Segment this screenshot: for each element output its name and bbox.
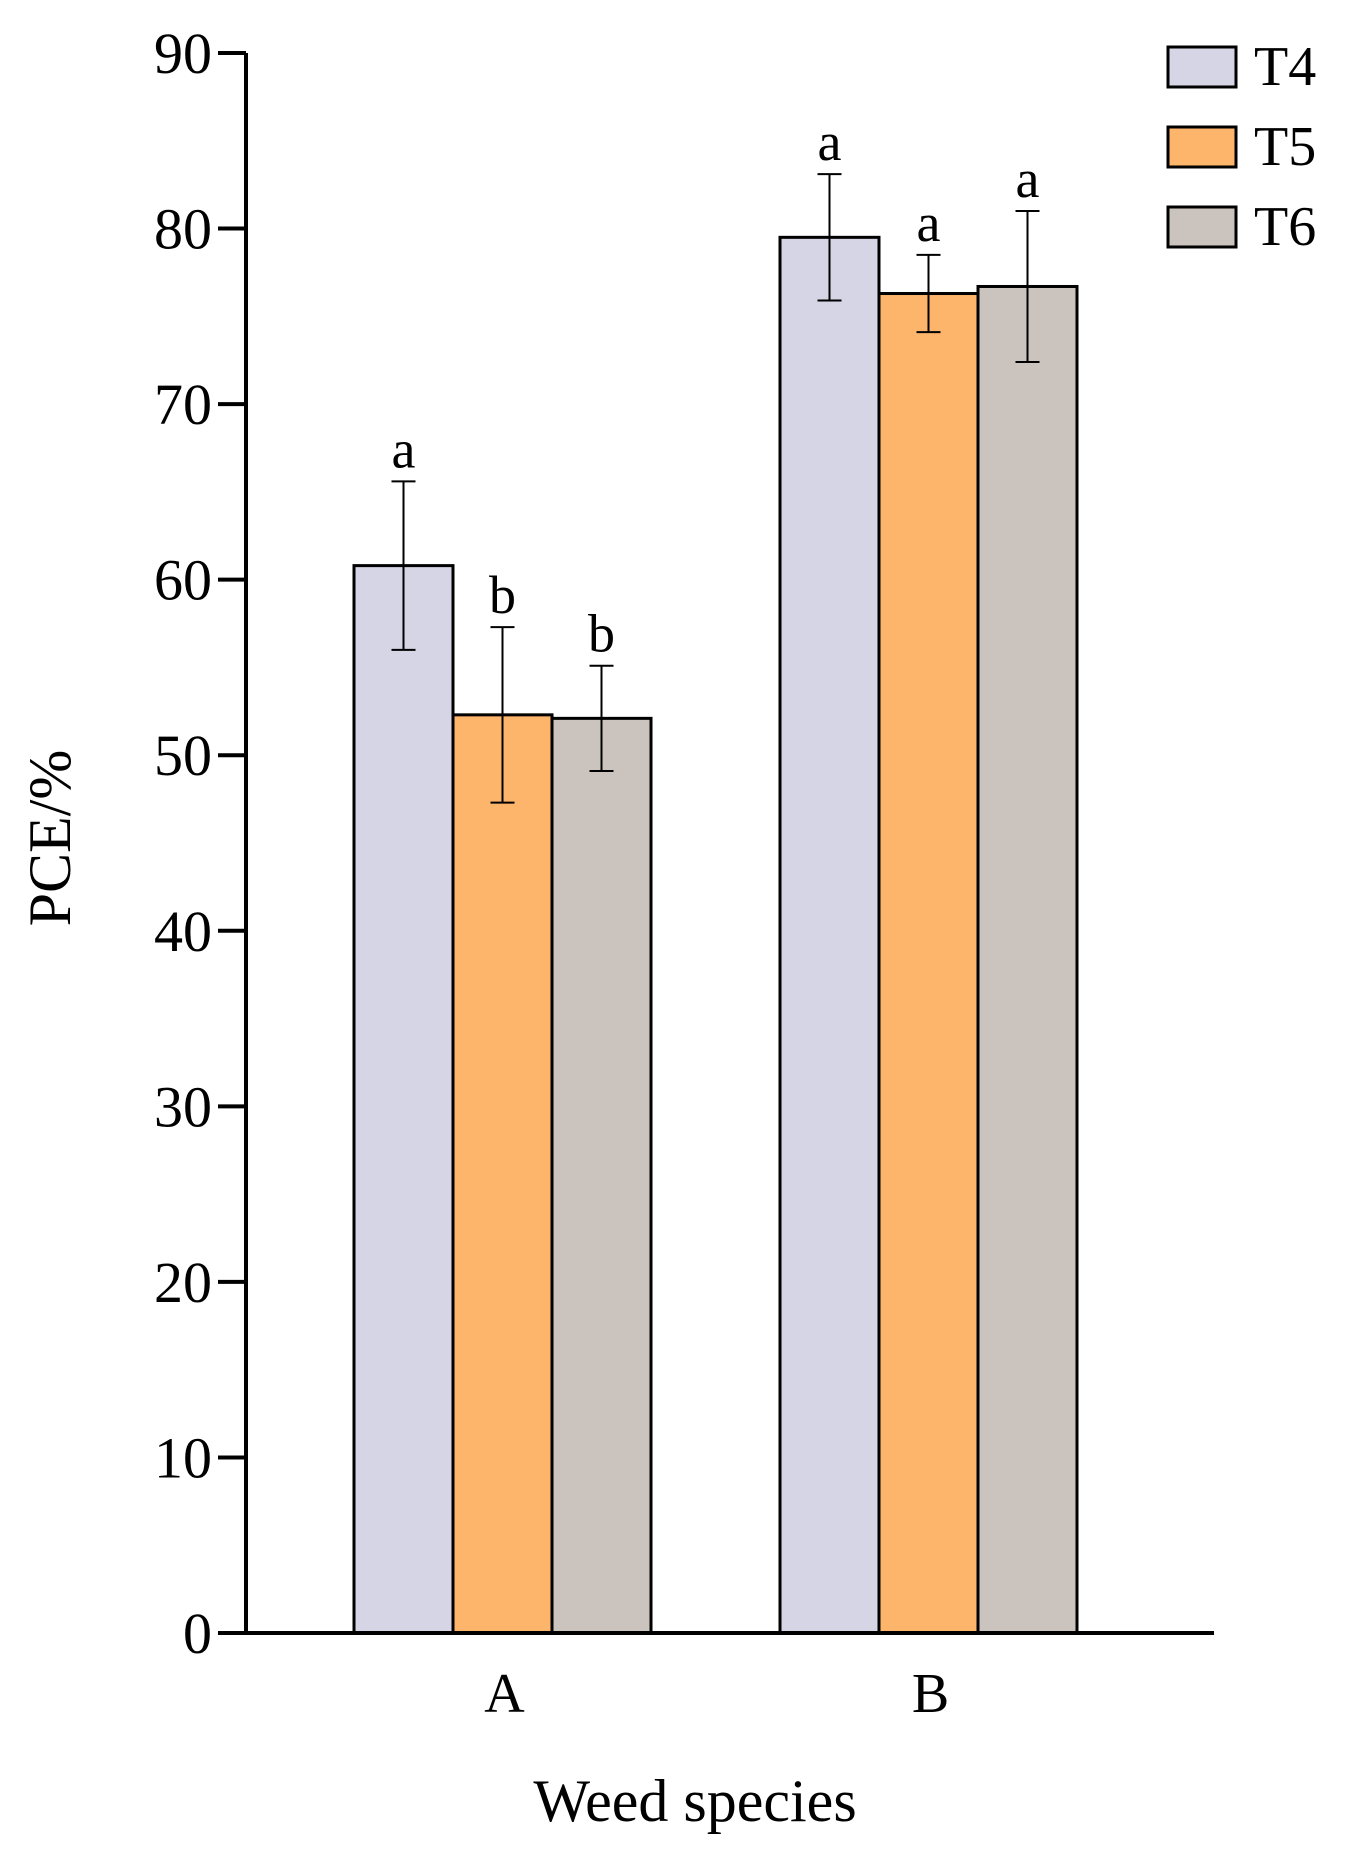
legend-label-T5: T5 (1254, 116, 1316, 178)
significance-labels-group: a a b a b a (392, 112, 1040, 664)
y-tick-label-20: 20 (154, 1250, 212, 1315)
legend-label-T4: T4 (1254, 36, 1316, 98)
y-tick-label-90: 90 (154, 21, 212, 86)
x-category-label-A: A (484, 1663, 525, 1725)
y-tick-label-80: 80 (154, 197, 212, 262)
y-tick-label-30: 30 (154, 1074, 212, 1139)
y-ticks-group: 0 10 20 30 40 50 60 70 80 90 (154, 21, 246, 1666)
error-bar-T5-A (490, 626, 515, 804)
significance-label-T5-B: a (917, 193, 941, 253)
error-bar-T6-A (589, 664, 614, 773)
significance-label-T6-B: a (1016, 149, 1040, 209)
bar-T4-B (778, 235, 881, 1635)
y-axis-title: PCE/% (17, 750, 83, 927)
error-bar-T4-A (391, 480, 416, 651)
x-axis-title: Weed species (533, 1768, 856, 1834)
y-tick-label-50: 50 (154, 723, 212, 788)
y-tick-label-70: 70 (154, 372, 212, 437)
significance-label-T4-B: a (818, 112, 842, 172)
y-tick-label-0: 0 (183, 1601, 212, 1666)
y-tick-label-10: 10 (154, 1425, 212, 1490)
legend-swatch-T5 (1166, 125, 1238, 169)
legend-swatch-T4 (1166, 45, 1238, 89)
significance-label-T4-A: a (392, 419, 416, 479)
bar-T6-A (550, 716, 653, 1635)
error-bar-T4-B (817, 173, 842, 302)
error-bar-T6-B (1015, 210, 1040, 363)
bar-T5-B (877, 292, 980, 1635)
legend: T4 T5 T6 (1166, 36, 1316, 258)
significance-label-T6-A: b (588, 604, 615, 664)
bar-T6-B (976, 284, 1079, 1635)
bars-group (352, 235, 1079, 1635)
bar-T5-A (451, 713, 554, 1635)
y-tick-label-40: 40 (154, 899, 212, 964)
significance-label-T5-A: b (489, 565, 516, 625)
bar-T4-A (352, 564, 455, 1635)
x-category-label-B: B (912, 1663, 949, 1725)
legend-swatch-T6 (1166, 205, 1238, 249)
error-bars-group (391, 173, 1040, 804)
y-tick-label-60: 60 (154, 548, 212, 613)
legend-label-T6: T6 (1254, 196, 1316, 258)
error-bar-T5-B (916, 253, 941, 334)
